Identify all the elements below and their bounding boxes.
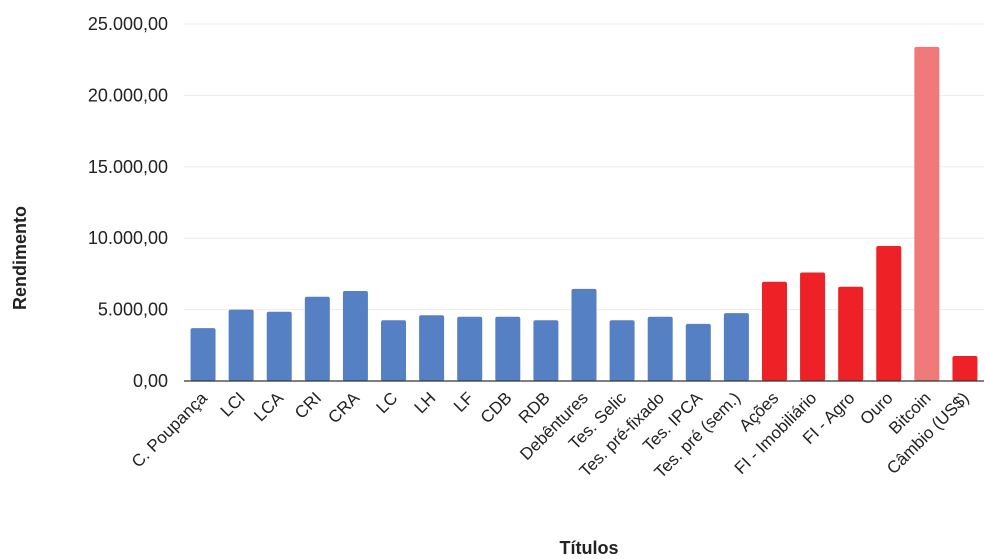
y-tick-label: 5.000,00 xyxy=(98,300,168,320)
bar xyxy=(761,281,787,381)
bar xyxy=(381,320,407,381)
bar xyxy=(685,323,711,381)
bar xyxy=(266,311,292,381)
bar xyxy=(533,320,559,381)
bars xyxy=(190,46,978,382)
x-tick-label: CRA xyxy=(324,388,363,427)
x-tick-label: CRI xyxy=(291,388,325,422)
bar xyxy=(495,316,521,381)
y-tick-label: 20.000,00 xyxy=(88,85,168,105)
x-tick-label: LCA xyxy=(250,388,287,425)
y-axis-title: Rendimento xyxy=(10,206,30,310)
bar xyxy=(342,291,368,381)
bar xyxy=(609,320,635,381)
x-tick-label: LCI xyxy=(217,388,249,420)
bar xyxy=(723,313,749,381)
bar xyxy=(304,296,330,381)
bar xyxy=(838,286,864,381)
x-tick-label: CDB xyxy=(477,388,516,427)
y-tick-label: 0,00 xyxy=(133,371,168,391)
y-tick-label: 15.000,00 xyxy=(88,157,168,177)
y-tick-label: 25.000,00 xyxy=(88,14,168,34)
bar xyxy=(647,316,673,381)
gridlines xyxy=(184,23,984,311)
bar xyxy=(571,288,597,381)
bar xyxy=(952,356,978,381)
bar xyxy=(914,46,940,382)
x-tick-labels: C. Poupança LCI LCA CRI CRA LC LH LF CDB RDBDebên… xyxy=(128,388,973,482)
bar xyxy=(190,328,216,381)
bar xyxy=(228,309,254,381)
x-axis-title: Títulos xyxy=(560,538,619,558)
x-tick-label: LF xyxy=(450,388,477,415)
bar xyxy=(419,315,445,381)
y-tick-label: 10.000,00 xyxy=(88,228,168,248)
x-tick-label: LC xyxy=(373,388,402,417)
bar xyxy=(800,272,826,381)
y-tick-labels: 0,00 5.000,00 10.000,00 15.000,00 20.000,00 2… xyxy=(88,14,168,391)
bar xyxy=(457,316,483,381)
x-tick-label: LH xyxy=(411,388,440,417)
bar xyxy=(876,246,902,381)
x-tick-label: C. Poupança xyxy=(128,388,211,471)
